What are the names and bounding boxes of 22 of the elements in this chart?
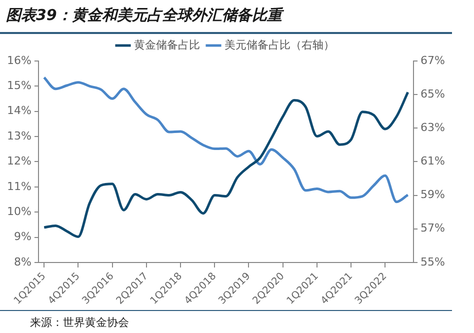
y2-tick-label: 65%	[420, 87, 446, 100]
y-tick-label: 8%	[14, 255, 32, 268]
y-tick-label: 13%	[6, 129, 32, 142]
y2-tick-label: 67%	[420, 54, 446, 67]
y2-tick-label: 63%	[420, 121, 446, 134]
y-tick-label: 15%	[6, 79, 32, 92]
y-tick-label: 9%	[14, 230, 32, 244]
y2-tick-label: 59%	[420, 188, 446, 202]
legend-label: 美元储备占比（右轴）	[224, 38, 334, 52]
line-series	[42, 76, 410, 204]
source-note: 来源：世界黄金协会	[30, 315, 129, 330]
y2-tick-label: 61%	[420, 154, 446, 168]
y-tick-label: 10%	[6, 204, 32, 218]
chart-title: 图表39：黄金和美元占全球外汇储备比重	[6, 6, 282, 25]
y-tick-label: 14%	[6, 104, 32, 118]
y2-tick-label: 55%	[420, 255, 446, 268]
line-series	[42, 90, 410, 238]
legend-label: 黄金储备占比	[134, 38, 200, 52]
y2-tick-label: 57%	[420, 222, 446, 235]
y-tick-label: 11%	[6, 180, 32, 193]
y-tick-label: 12%	[6, 154, 32, 168]
y-tick-label: 16%	[6, 54, 32, 67]
